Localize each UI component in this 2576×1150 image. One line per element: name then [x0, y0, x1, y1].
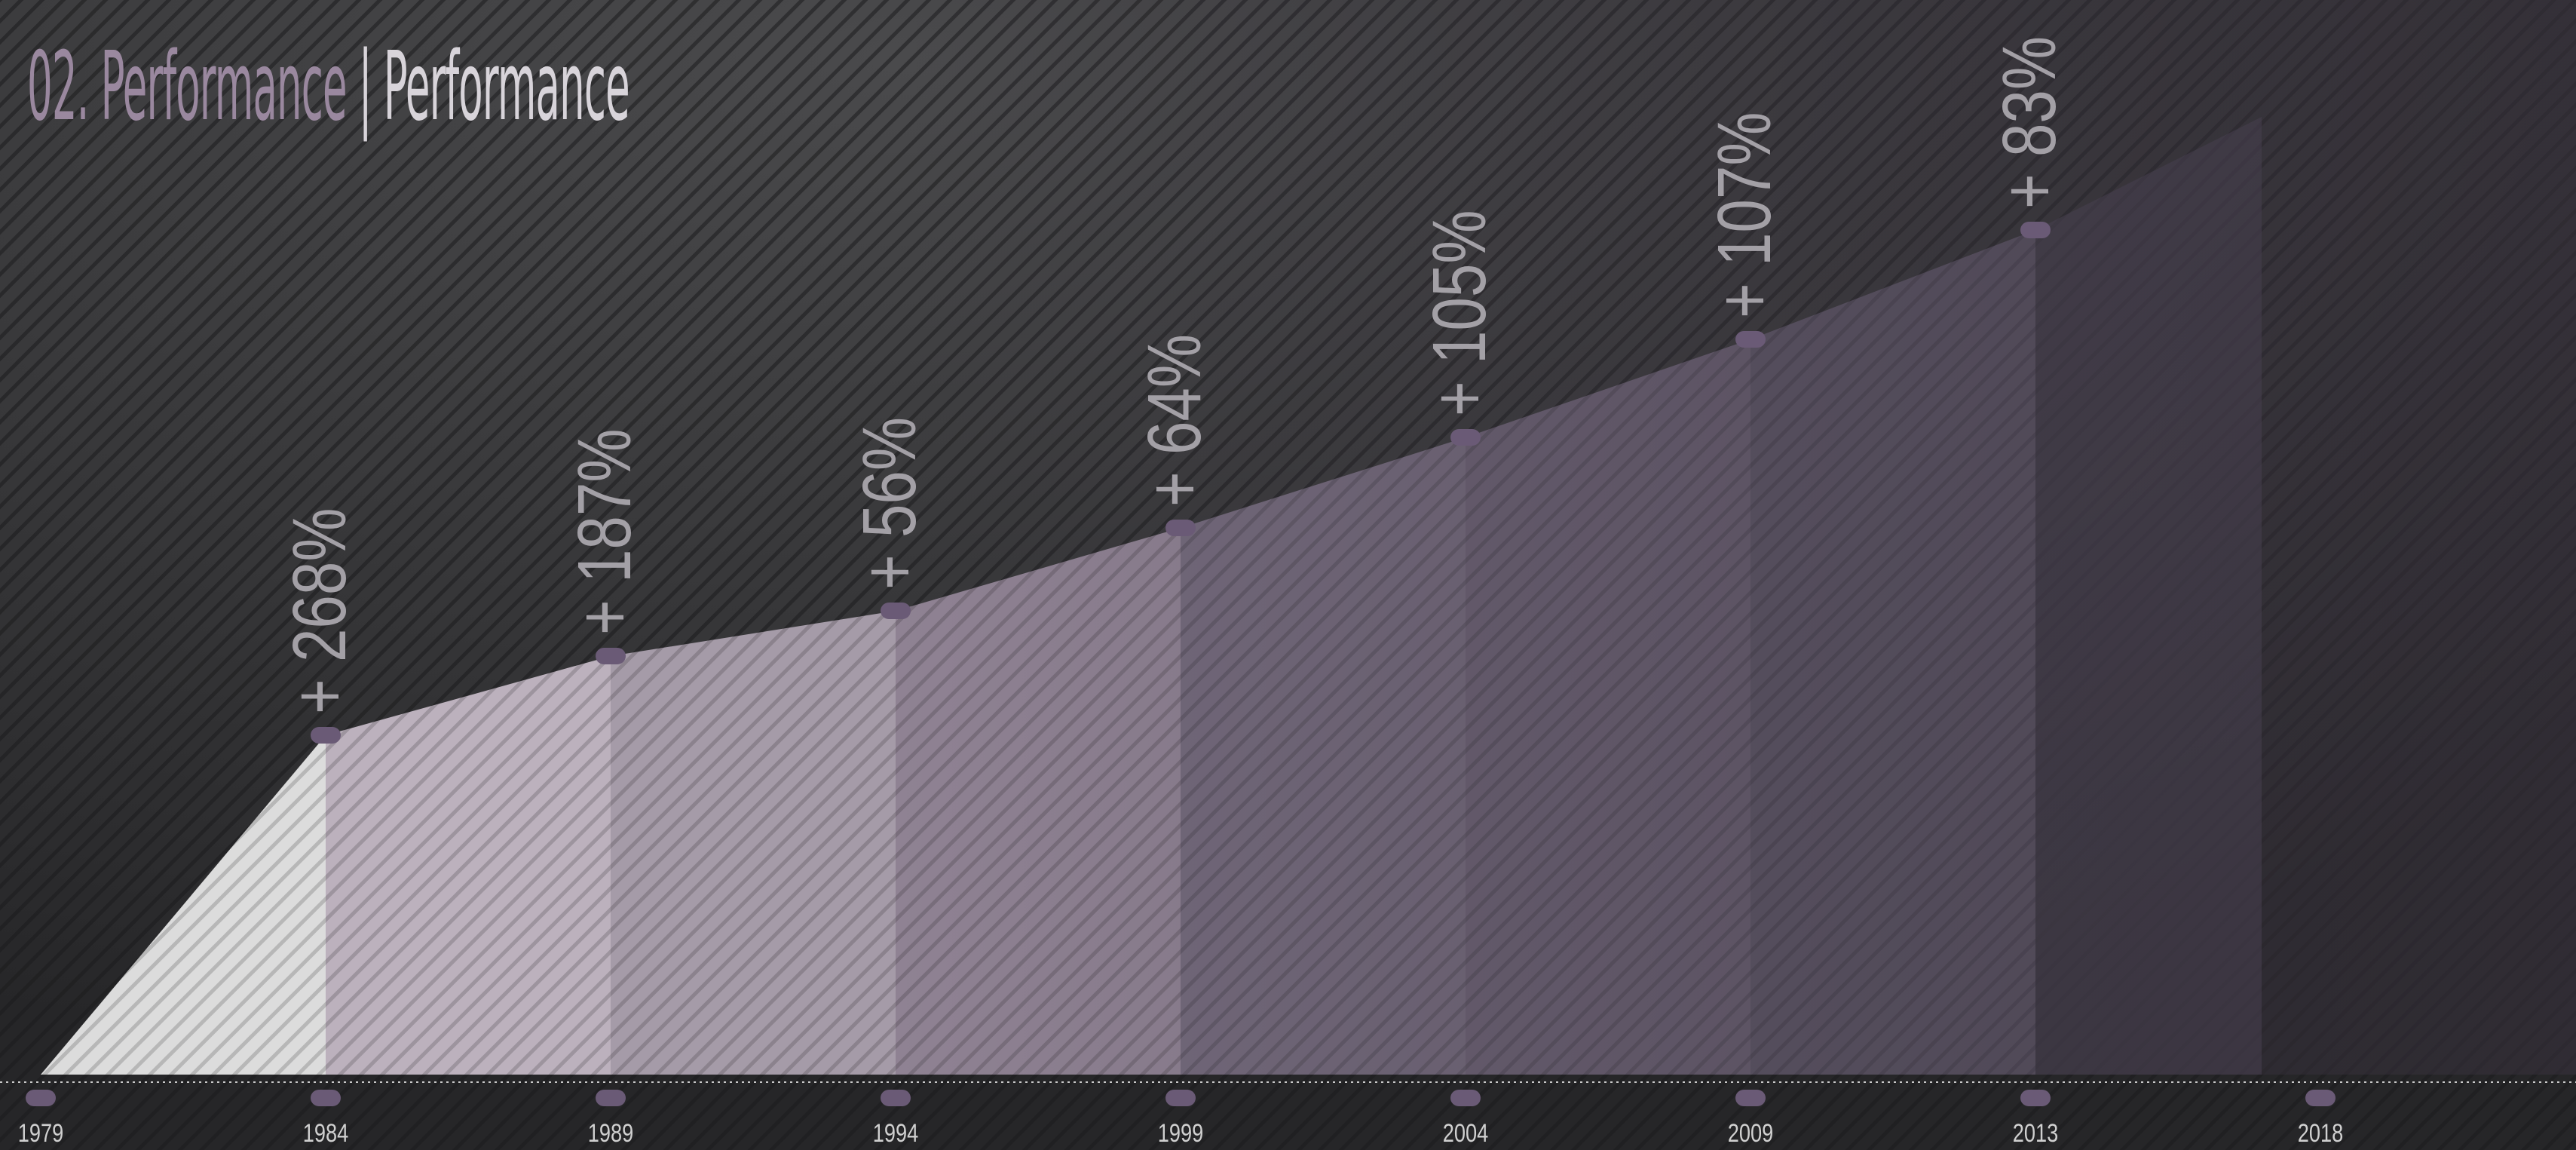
growth-label-1999: + 64% [1133, 334, 1218, 507]
growth-label-1994: + 56% [848, 417, 933, 590]
data-point-1984 [311, 727, 341, 744]
year-label-1994: 1994 [873, 1118, 918, 1148]
year-label-1999: 1999 [1158, 1118, 1203, 1148]
growth-label-2004: + 105% [1418, 210, 1502, 416]
data-point-2009 [1735, 331, 1766, 348]
title-separator: | [358, 31, 372, 142]
growth-label-1989: + 187% [563, 428, 648, 635]
axis-marker-1984 [311, 1090, 341, 1106]
year-label-1989: 1989 [588, 1118, 633, 1148]
data-point-1989 [596, 648, 626, 664]
data-point-2004 [1450, 429, 1481, 446]
axis-marker-2013 [2020, 1090, 2051, 1106]
axis-marker-1999 [1165, 1090, 1196, 1106]
year-tick-labels: 1979 1984 1989 1994 1999 2004 2009 2013 2018 [18, 1118, 2343, 1148]
year-label-1979: 1979 [18, 1118, 63, 1148]
data-point-1994 [881, 603, 911, 619]
year-label-1984: 1984 [303, 1118, 348, 1148]
page-title: 02. Performance | Performance [27, 39, 630, 134]
axis-marker-2018 [2305, 1090, 2336, 1106]
axis-marker-1989 [596, 1090, 626, 1106]
data-point-2013 [2020, 222, 2051, 238]
year-label-2004: 2004 [1443, 1118, 1488, 1148]
area-fade-overlay [896, 0, 2576, 1075]
data-point-markers [26, 222, 2336, 1106]
area-stripe-overlay [41, 0, 2576, 1075]
year-label-2009: 2009 [1728, 1118, 1773, 1148]
axis-marker-1994 [881, 1090, 911, 1106]
axis-marker-2004 [1450, 1090, 1481, 1106]
area-segment-texture [41, 735, 326, 1075]
growth-labels: + 268% + 187% + 56% + 64% + 105% + 107% + 83% [278, 36, 2072, 714]
title-suffix: Performance [383, 31, 630, 142]
title-prefix: 02. Performance [27, 31, 348, 142]
area-segment-texture [326, 656, 611, 1075]
growth-label-1984: + 268% [278, 508, 363, 714]
area-segment-texture [611, 611, 896, 1075]
year-label-2018: 2018 [2298, 1118, 2343, 1148]
axis-marker-2009 [1735, 1090, 1766, 1106]
year-label-2013: 2013 [2013, 1118, 2058, 1148]
axis-marker-1979 [26, 1090, 56, 1106]
data-point-1999 [1165, 520, 1196, 536]
growth-label-2013: + 83% [1988, 36, 2072, 209]
growth-label-2009: + 107% [1703, 112, 1787, 318]
